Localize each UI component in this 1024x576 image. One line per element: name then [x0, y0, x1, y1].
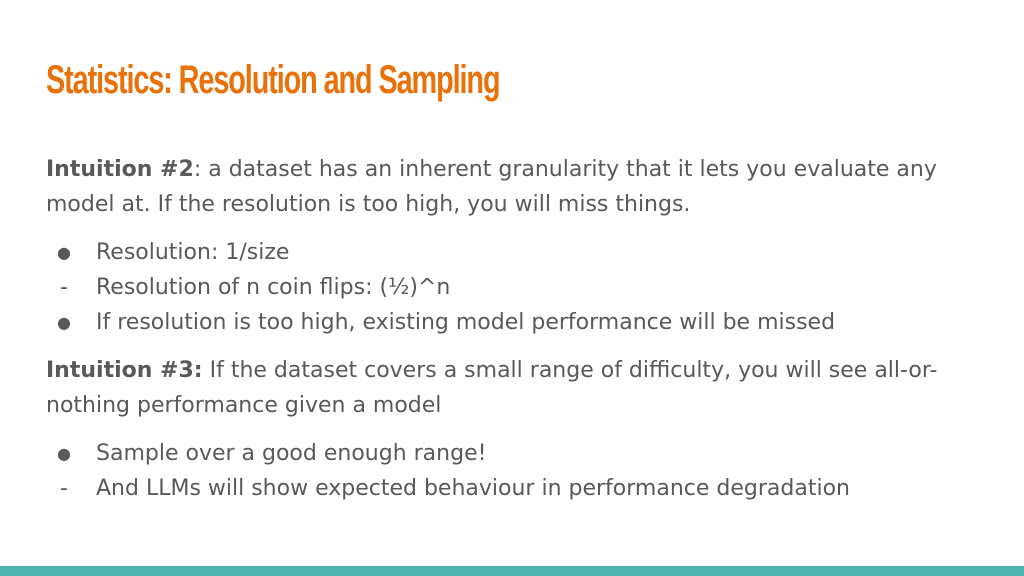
list-item-text: Sample over a good enough range! [96, 441, 487, 466]
bullet-icon: ● [57, 313, 71, 332]
bullet-icon: ● [57, 444, 71, 463]
dash-icon: - [60, 476, 68, 501]
intuition-2-text: : a dataset has an inherent granularity … [46, 157, 937, 217]
list-item-text: Resolution of n coin flips: (½)^n [96, 275, 451, 300]
intuition-3-label: Intuition #3: [46, 358, 203, 383]
list-item: ● If resolution is too high, existing mod… [46, 305, 976, 340]
slide-title: Statistics: Resolution and Sampling [46, 58, 501, 102]
list-item: ● Sample over a good enough range! [46, 436, 976, 471]
intuition-2-paragraph: Intuition #2: a dataset has an inherent … [46, 152, 976, 222]
list-item: - And LLMs will show expected behaviour i… [46, 471, 976, 506]
intuition-2-label: Intuition #2 [46, 157, 194, 182]
intuition-3-text: If the dataset covers a small range of d… [46, 358, 938, 418]
list-item: - Resolution of n coin flips: (½)^n [46, 270, 976, 305]
intuition-3-paragraph: Intuition #3: If the dataset covers a sm… [46, 353, 976, 423]
slide-body: Intuition #2: a dataset has an inherent … [46, 152, 976, 519]
list-item-text: And LLMs will show expected behaviour in… [96, 476, 850, 501]
sampling-list: ● Sample over a good enough range! - And L… [46, 436, 976, 506]
resolution-list: ● Resolution: 1/size - Resolution of n coi… [46, 235, 976, 340]
dash-icon: - [60, 275, 68, 300]
bullet-icon: ● [57, 243, 71, 262]
bottom-accent-bar [0, 566, 1024, 576]
list-item-text: Resolution: 1/size [96, 240, 290, 265]
list-item-text: If resolution is too high, existing mode… [96, 310, 836, 335]
list-item: ● Resolution: 1/size [46, 235, 976, 270]
